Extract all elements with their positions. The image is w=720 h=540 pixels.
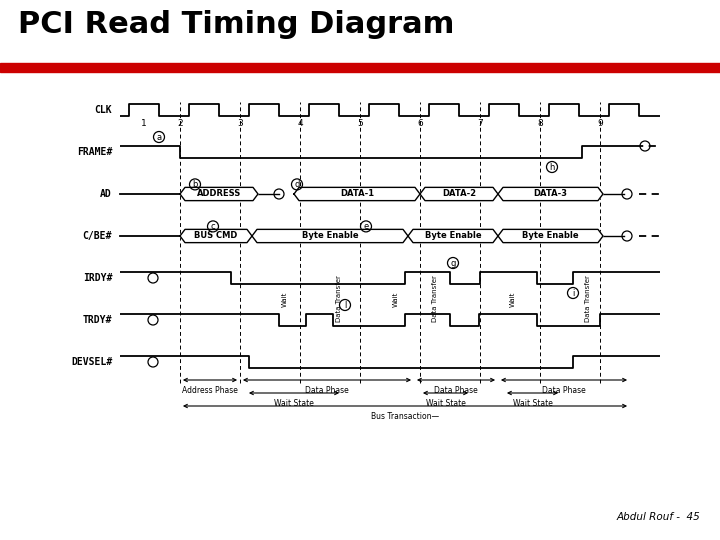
Text: Byte Enable: Byte Enable — [522, 232, 579, 240]
Text: CLK: CLK — [94, 105, 112, 115]
Polygon shape — [252, 230, 408, 242]
Text: 5: 5 — [357, 119, 363, 128]
Text: l: l — [344, 300, 346, 309]
Polygon shape — [420, 187, 498, 201]
Text: Wait State: Wait State — [513, 399, 552, 408]
Polygon shape — [498, 230, 603, 242]
Text: Byte Enable: Byte Enable — [302, 232, 359, 240]
Text: C/BE#: C/BE# — [83, 231, 112, 241]
Text: b: b — [192, 180, 198, 189]
Polygon shape — [294, 187, 420, 201]
Text: g: g — [450, 259, 456, 267]
Text: IRDY#: IRDY# — [83, 273, 112, 283]
Polygon shape — [180, 230, 252, 242]
Text: 2: 2 — [177, 119, 183, 128]
Text: ADDRESS: ADDRESS — [197, 190, 241, 199]
Text: Wait State: Wait State — [274, 399, 314, 408]
Text: Wait: Wait — [510, 291, 516, 307]
Text: Abdul Rouf -  45: Abdul Rouf - 45 — [616, 512, 700, 522]
Text: FRAME#: FRAME# — [77, 147, 112, 157]
Text: PCI Read Timing Diagram: PCI Read Timing Diagram — [18, 10, 454, 39]
Text: Data Phase: Data Phase — [542, 386, 586, 395]
Text: Wait: Wait — [393, 291, 399, 307]
Bar — [0, 63, 720, 72]
Text: AD: AD — [100, 189, 112, 199]
Text: Bus Transaction—: Bus Transaction— — [371, 412, 439, 421]
Text: DEVSEL#: DEVSEL# — [71, 357, 112, 367]
Text: Data Transfer: Data Transfer — [336, 275, 342, 322]
Polygon shape — [498, 187, 603, 201]
Text: DATA-1: DATA-1 — [340, 190, 374, 199]
Text: Data Transfer: Data Transfer — [585, 275, 591, 322]
Text: DATA-2: DATA-2 — [442, 190, 476, 199]
Text: DATA-3: DATA-3 — [534, 190, 567, 199]
Text: Data Transfer: Data Transfer — [432, 275, 438, 322]
Text: TRDY#: TRDY# — [83, 315, 112, 325]
Text: 1: 1 — [141, 119, 147, 128]
Text: Data Phase: Data Phase — [434, 386, 478, 395]
Text: Address Phase: Address Phase — [182, 386, 238, 395]
Polygon shape — [408, 230, 498, 242]
Text: a: a — [156, 132, 161, 141]
Text: d: d — [294, 180, 300, 189]
Text: 4: 4 — [297, 119, 303, 128]
Text: h: h — [549, 163, 554, 172]
Text: BUS CMD: BUS CMD — [194, 232, 238, 240]
Text: Wait: Wait — [282, 291, 288, 307]
Text: e: e — [364, 222, 369, 231]
Text: c: c — [211, 222, 215, 231]
Polygon shape — [180, 187, 258, 201]
Text: 7: 7 — [477, 119, 483, 128]
Text: 6: 6 — [417, 119, 423, 128]
Text: i: i — [572, 288, 574, 298]
Text: Byte Enable: Byte Enable — [425, 232, 481, 240]
Text: Data Phase: Data Phase — [305, 386, 349, 395]
Text: 9: 9 — [597, 119, 603, 128]
Text: 3: 3 — [237, 119, 243, 128]
Text: 8: 8 — [537, 119, 543, 128]
Text: Wait State: Wait State — [426, 399, 465, 408]
